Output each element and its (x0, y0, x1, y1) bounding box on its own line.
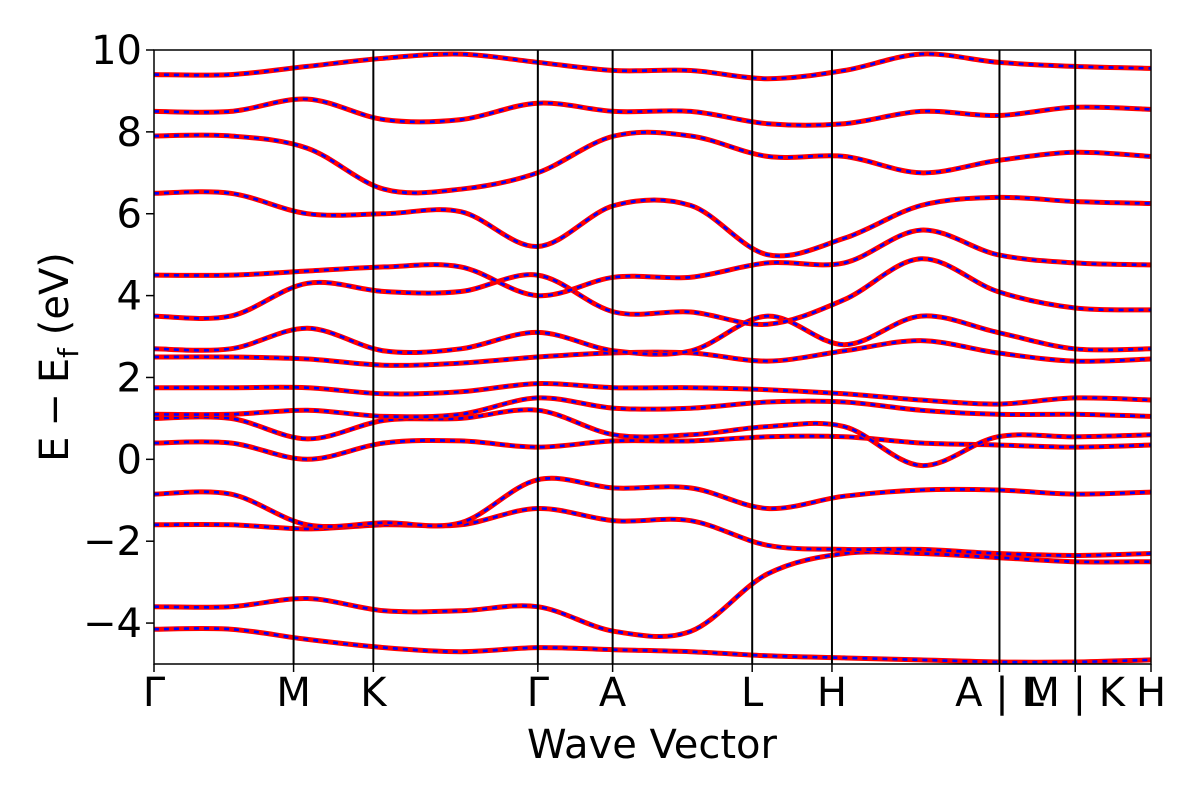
band-overlay-4 (154, 477, 1151, 528)
x-tick-label: L (741, 670, 764, 716)
y-tick-label: 2 (117, 355, 142, 401)
band-overlay-16 (154, 52, 1151, 80)
band-overlay-7 (154, 396, 1151, 419)
y-tick-label: 0 (117, 437, 142, 483)
band-line-10 (154, 313, 1151, 357)
band-overlay-5 (154, 434, 1151, 461)
x-tick-label: A | L (955, 670, 1044, 716)
band-overlay-14 (154, 130, 1151, 195)
band-overlay-13 (154, 190, 1151, 258)
band-overlay-11 (154, 257, 1151, 326)
band-line-3 (154, 505, 1151, 558)
y-tick-label: 8 (117, 110, 142, 156)
plot-frame (153, 49, 1152, 665)
x-tick-label: Γ (527, 670, 550, 716)
y-axis-ticks: −4 −2 0 2 4 6 8 10 (83, 28, 154, 647)
band-overlay-6 (154, 408, 1151, 467)
y-tick-label: −2 (83, 519, 142, 565)
x-tick-label: A (599, 670, 627, 716)
x-tick-label: M | K (1025, 670, 1126, 716)
x-tick-label: H (817, 670, 847, 716)
high-symmetry-lines (292, 50, 1077, 664)
y-axis-label: E−Ef (eV) (32, 252, 85, 462)
y-tick-label: 4 (117, 274, 142, 320)
band-line-8 (154, 381, 1151, 407)
y-tick-label: 6 (117, 192, 142, 238)
band-overlay-15 (154, 97, 1151, 127)
band-overlay-8 (154, 382, 1151, 406)
band-line-13 (154, 189, 1151, 259)
band-line-15 (154, 96, 1151, 128)
x-tick-label: Γ (143, 670, 166, 716)
band-line-2 (154, 549, 1151, 640)
band-overlay-1 (154, 627, 1151, 664)
bands-layer (154, 51, 1151, 664)
x-axis-label: Wave Vector (527, 722, 778, 768)
y-tick-label: −4 (83, 601, 142, 647)
band-line-14 (154, 129, 1151, 196)
band-line-1 (154, 625, 1151, 664)
band-overlay-9 (154, 339, 1151, 367)
x-tick-label: H (1136, 670, 1166, 716)
x-tick-label: M (276, 670, 311, 716)
x-tick-label: K (360, 670, 388, 716)
y-tick-label: 10 (91, 28, 142, 74)
band-overlay-3 (154, 507, 1151, 557)
band-overlay-2 (154, 550, 1151, 638)
band-overlay-10 (154, 314, 1151, 356)
band-overlay-12 (154, 228, 1151, 297)
